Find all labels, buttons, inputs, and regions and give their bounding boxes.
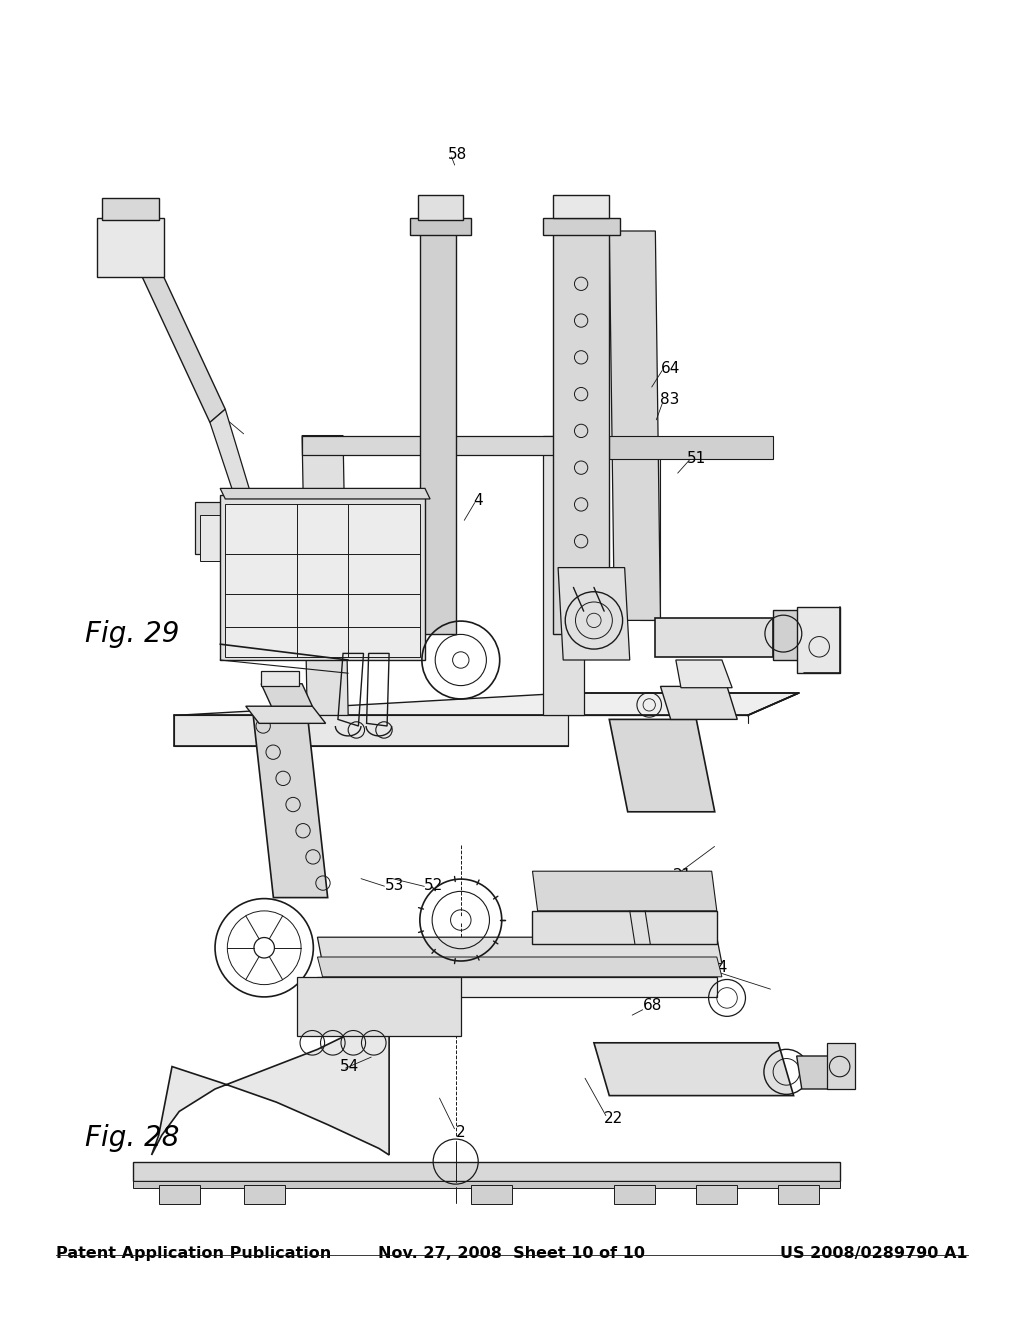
Text: Nov. 27, 2008  Sheet 10 of 10: Nov. 27, 2008 Sheet 10 of 10: [379, 1246, 645, 1262]
Polygon shape: [418, 195, 463, 220]
Polygon shape: [471, 1185, 512, 1204]
Text: 21: 21: [673, 867, 692, 883]
Polygon shape: [773, 610, 804, 660]
Polygon shape: [553, 195, 609, 218]
Polygon shape: [558, 568, 630, 660]
Text: 64: 64: [709, 960, 728, 975]
Polygon shape: [102, 198, 159, 220]
Polygon shape: [797, 1056, 835, 1089]
Text: 2: 2: [456, 1125, 465, 1140]
Text: 23: 23: [202, 393, 221, 409]
Polygon shape: [253, 713, 328, 898]
Text: 51: 51: [687, 450, 707, 466]
Polygon shape: [261, 684, 312, 706]
Polygon shape: [797, 607, 840, 673]
Text: 22: 22: [271, 577, 291, 593]
Polygon shape: [543, 436, 584, 715]
Text: 54: 54: [340, 1059, 359, 1074]
Polygon shape: [614, 1185, 655, 1204]
Polygon shape: [133, 1181, 840, 1188]
Polygon shape: [174, 693, 799, 715]
Polygon shape: [200, 515, 282, 561]
Polygon shape: [210, 409, 254, 515]
Polygon shape: [532, 911, 717, 944]
Polygon shape: [174, 715, 568, 746]
Polygon shape: [297, 977, 461, 1036]
Text: Fig. 29: Fig. 29: [85, 619, 179, 648]
Polygon shape: [660, 686, 737, 719]
Polygon shape: [159, 1185, 200, 1204]
Polygon shape: [97, 218, 164, 277]
Text: 58: 58: [447, 147, 467, 162]
Text: 4: 4: [473, 492, 482, 508]
Text: 68: 68: [643, 998, 663, 1014]
Polygon shape: [133, 1162, 840, 1181]
Polygon shape: [609, 231, 660, 620]
Polygon shape: [195, 502, 287, 554]
Polygon shape: [317, 957, 722, 977]
Polygon shape: [261, 671, 299, 686]
Polygon shape: [133, 244, 225, 422]
Text: 22: 22: [604, 1110, 624, 1126]
Text: 83: 83: [660, 392, 680, 408]
Polygon shape: [302, 436, 348, 715]
Polygon shape: [594, 1043, 794, 1096]
Text: 53: 53: [385, 878, 404, 894]
Polygon shape: [420, 231, 456, 634]
Text: 52: 52: [424, 878, 443, 894]
Polygon shape: [553, 231, 609, 634]
Polygon shape: [244, 1185, 285, 1204]
Polygon shape: [827, 1043, 855, 1089]
Text: Patent Application Publication: Patent Application Publication: [56, 1246, 332, 1262]
Polygon shape: [609, 719, 715, 812]
Polygon shape: [220, 495, 425, 660]
Text: 64: 64: [660, 360, 680, 376]
Polygon shape: [676, 660, 732, 688]
Polygon shape: [532, 871, 717, 911]
Polygon shape: [543, 218, 620, 235]
Polygon shape: [696, 1185, 737, 1204]
Polygon shape: [655, 618, 773, 657]
Polygon shape: [317, 977, 717, 997]
Polygon shape: [317, 937, 722, 964]
Polygon shape: [640, 455, 660, 620]
Polygon shape: [246, 706, 326, 723]
Polygon shape: [609, 436, 773, 459]
Polygon shape: [152, 990, 389, 1155]
Polygon shape: [225, 504, 420, 657]
Polygon shape: [220, 488, 430, 499]
Text: Fig. 28: Fig. 28: [85, 1123, 179, 1152]
Polygon shape: [302, 436, 584, 455]
Text: US 2008/0289790 A1: US 2008/0289790 A1: [780, 1246, 968, 1262]
Polygon shape: [778, 1185, 819, 1204]
Polygon shape: [410, 218, 471, 235]
Polygon shape: [614, 436, 666, 455]
